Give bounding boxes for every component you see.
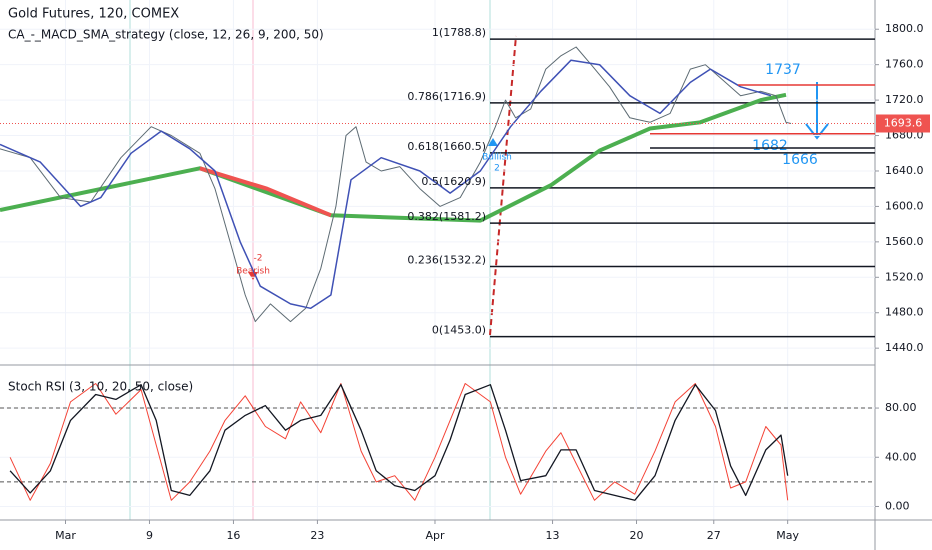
series-line [0, 59, 772, 310]
x-tick-label: Apr [425, 529, 445, 542]
trend-line [489, 35, 517, 336]
fib-label: 0.786(1716.9) [407, 90, 486, 103]
x-tick-label: 20 [630, 529, 644, 542]
x-tick-label: 23 [310, 529, 324, 542]
level-label: 1666 [782, 152, 818, 168]
series-line [0, 92, 787, 223]
x-tick-label: 27 [707, 529, 721, 542]
plot-area [129, 0, 491, 520]
signal-label: -2 [254, 254, 263, 264]
x-tick-label: 16 [226, 529, 240, 542]
indicator-label: CA_-_MACD_SMA_strategy (close, 12, 26, 9… [8, 28, 324, 42]
target-arrow [805, 82, 829, 140]
y-tick-label: 0.00 [885, 499, 910, 512]
fib-label: 0.236(1532.2) [407, 253, 486, 266]
x-tick-label: 9 [146, 529, 153, 542]
fib-label: 0.618(1660.5) [407, 140, 486, 153]
series-line [9, 383, 789, 501]
signal-label: Bearish [236, 267, 270, 277]
last-price-box [876, 114, 930, 133]
series-line [199, 166, 332, 218]
y-tick-label: 80.00 [885, 401, 917, 414]
fib-label: 0.382(1581.2) [407, 210, 486, 223]
y-tick-label: 1720.0 [885, 93, 924, 106]
series-line [9, 384, 789, 501]
stoch-title: Stoch RSI (3, 10, 20, 50, close) [8, 380, 193, 394]
fib-label: 0(1453.0) [432, 324, 486, 337]
x-tick-label: May [776, 529, 799, 542]
y-tick-label: 1760.0 [885, 58, 924, 71]
y-tick-label: 1800.0 [885, 22, 924, 35]
level-label: 1737 [765, 62, 801, 78]
level-label: 1682 [752, 138, 788, 154]
series-line [0, 46, 792, 323]
y-tick-label: 1480.0 [885, 306, 924, 319]
x-tick-label: 13 [546, 529, 560, 542]
y-tick-label: 1560.0 [885, 235, 924, 248]
y-tick-label: 1440.0 [885, 341, 924, 354]
y-tick-label: 1520.0 [885, 270, 924, 283]
signal-label: 2 [494, 164, 500, 174]
y-tick-label: 1640.0 [885, 164, 924, 177]
chart-title: Gold Futures, 120, COMEX [8, 7, 179, 22]
signal-label: Bullish [482, 153, 512, 163]
bullish-marker [488, 138, 498, 146]
y-tick-label: 1600.0 [885, 199, 924, 212]
x-tick-label: Mar [55, 529, 76, 542]
last-price-label: 1693.6 [884, 116, 923, 129]
fib-label: 0.5(1620.9) [421, 175, 486, 188]
fib-label: 1(1788.8) [432, 26, 486, 39]
y-tick-label: 40.00 [885, 450, 917, 463]
